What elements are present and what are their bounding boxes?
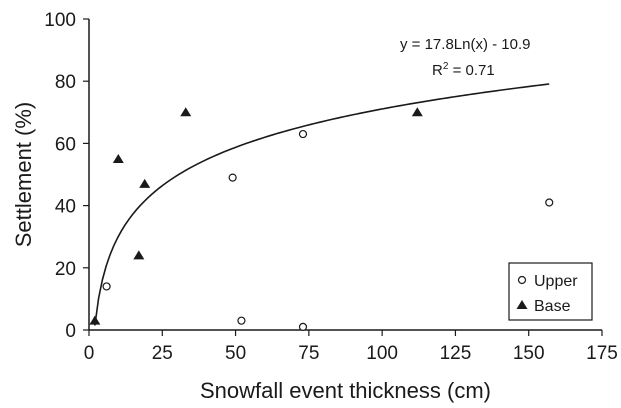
- x-axis-title: Snowfall event thickness (cm): [200, 378, 491, 403]
- data-points: [89, 107, 554, 331]
- point-base: [133, 250, 145, 260]
- axes: [88, 19, 602, 331]
- x-tick-label: 50: [225, 343, 246, 364]
- trendline-layer: [94, 83, 550, 326]
- point-upper: [102, 282, 111, 291]
- x-tick-label: 150: [513, 343, 545, 364]
- x-tick-label: 75: [298, 343, 319, 364]
- legend-base-label: Base: [534, 298, 571, 315]
- point-upper: [228, 173, 237, 182]
- point-upper: [545, 198, 554, 207]
- legend-base-marker: [516, 300, 528, 309]
- r-squared-prefix: R: [432, 62, 443, 79]
- trendline: [94, 83, 550, 326]
- y-tick-label: 20: [55, 259, 76, 280]
- point-upper: [298, 129, 308, 139]
- x-tick-label: 0: [84, 343, 95, 364]
- y-tick-label: 80: [55, 72, 76, 93]
- r-squared-label: R2 = 0.71: [432, 61, 495, 79]
- regression-equation: y = 17.8Ln(x) - 10.9: [400, 36, 531, 53]
- legend-upper-label: Upper: [534, 273, 578, 290]
- legend-upper-marker: [517, 275, 527, 285]
- x-tick-label: 25: [152, 343, 173, 364]
- r-squared-value: = 0.71: [448, 62, 494, 79]
- y-axis-title: Settlement (%): [11, 102, 36, 248]
- x-tick-label: 100: [366, 343, 398, 364]
- point-base: [112, 153, 124, 163]
- y-tick-label: 60: [55, 134, 76, 155]
- point-upper: [298, 322, 308, 331]
- regression-annotation: y = 17.8Ln(x) - 10.9 R2 = 0.71: [400, 36, 531, 79]
- point-base: [139, 178, 151, 188]
- point-base: [411, 107, 423, 117]
- legend: Upper Base: [508, 262, 593, 321]
- y-tick-label: 40: [55, 197, 76, 218]
- y-tick-label: 100: [44, 10, 76, 31]
- r-squared-superscript: 2: [443, 61, 449, 72]
- point-base: [89, 315, 101, 325]
- point-upper: [237, 316, 246, 325]
- legend-box: [508, 262, 593, 321]
- y-tick-label: 0: [65, 321, 76, 342]
- point-base: [180, 107, 192, 117]
- x-tick-label: 125: [440, 343, 472, 364]
- x-tick-label: 175: [586, 343, 618, 364]
- ticks: 0 25 50 75 100 125 150 175 0 20 40 60 80 100: [44, 10, 618, 364]
